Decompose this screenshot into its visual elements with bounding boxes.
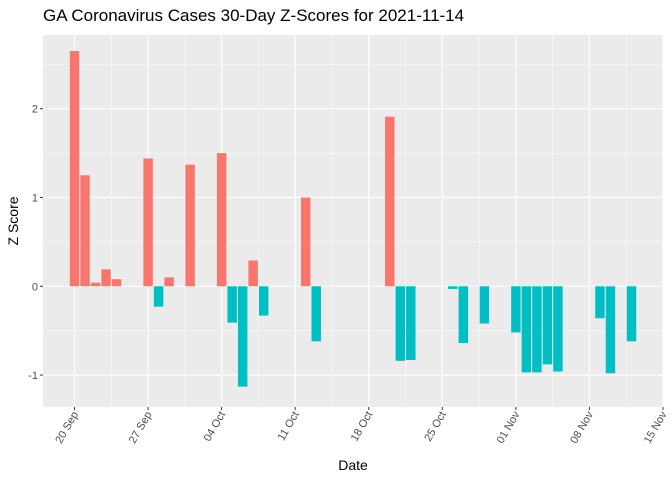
bar: [143, 158, 153, 287]
bar: [216, 153, 227, 287]
x-tick-label: 08 Nov: [568, 409, 596, 446]
chart-title: GA Coronavirus Cases 30-Day Z-Scores for…: [43, 6, 465, 25]
bar: [311, 286, 321, 342]
x-tick-label: 18 Oct: [349, 410, 376, 444]
bar: [626, 286, 637, 342]
bar: [532, 286, 542, 373]
plot-panel: [43, 35, 663, 407]
bar: [80, 175, 90, 287]
bar: [542, 286, 553, 365]
x-tick-label: 20 Sep: [53, 410, 81, 446]
y-axis: -1 0 1 2: [28, 104, 43, 382]
minor-gridlines: [43, 35, 663, 407]
bar: [153, 286, 164, 307]
x-tick-label: 01 Nov: [495, 409, 523, 446]
bar: [90, 282, 101, 287]
bar: [185, 164, 195, 287]
x-axis: 20 Sep 27 Sep 04 Oct 11 Oct 18 Oct 25 Oct 01 N…: [53, 407, 670, 446]
bar: [448, 286, 458, 289]
bar: [458, 286, 469, 344]
bar: [553, 286, 563, 372]
bar: [511, 286, 521, 333]
bar: [300, 197, 311, 287]
bar: [111, 279, 122, 287]
x-tick-label: 04 Oct: [202, 410, 229, 444]
bar: [406, 286, 416, 360]
x-tick-label: 11 Oct: [276, 410, 302, 443]
y-axis-title: Z Score: [5, 196, 21, 245]
y-tick-label: 1: [32, 192, 38, 204]
bar: [69, 50, 80, 287]
bar: [101, 269, 111, 287]
bar: [595, 286, 605, 319]
bar: [479, 286, 490, 324]
x-tick-label: 15 Nov: [642, 409, 670, 446]
bar: [227, 286, 237, 323]
y-tick-label: 2: [32, 104, 38, 116]
bar: [395, 286, 406, 361]
bar: [237, 286, 248, 387]
x-tick-label: 27 Sep: [127, 410, 155, 446]
x-axis-title: Date: [338, 457, 368, 473]
bars: [69, 50, 637, 387]
bar: [605, 286, 616, 374]
y-tick-label: -1: [28, 370, 38, 382]
x-tick-label: 25 Oct: [422, 410, 449, 444]
bar: [248, 260, 258, 287]
bar: [521, 286, 532, 373]
bar: [164, 277, 174, 287]
bar: [385, 116, 395, 287]
bar: [258, 286, 269, 316]
y-tick-label: 0: [32, 281, 38, 293]
